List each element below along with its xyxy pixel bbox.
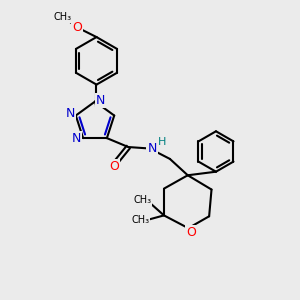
Text: CH₃: CH₃ (53, 12, 71, 22)
Text: H: H (158, 137, 166, 147)
Text: O: O (72, 21, 82, 34)
Text: N: N (72, 132, 81, 145)
Text: CH₃: CH₃ (134, 195, 152, 205)
Text: N: N (66, 106, 75, 120)
Text: O: O (110, 160, 119, 172)
Text: O: O (186, 226, 196, 239)
Text: CH₃: CH₃ (131, 215, 149, 225)
Text: N: N (147, 142, 157, 155)
Text: N: N (96, 94, 105, 106)
